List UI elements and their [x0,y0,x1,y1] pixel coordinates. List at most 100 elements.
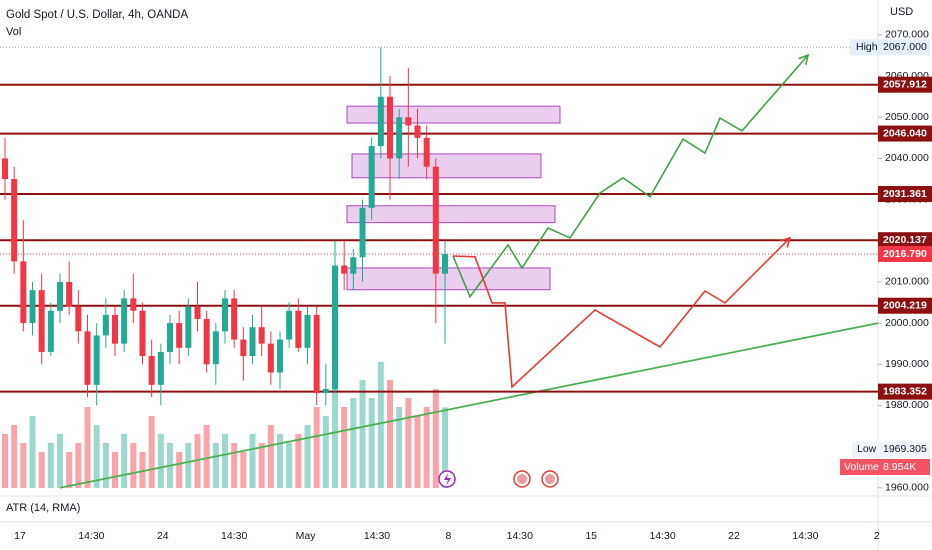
event-icon-glyph [545,474,555,484]
candle-body [295,310,302,348]
candle-body [423,137,430,167]
volume-bar [414,416,421,488]
y-tick-label: 1960.000 [885,482,929,494]
volume-bar [277,434,283,488]
x-tick-label: 24 [157,530,169,542]
volume-bar [249,434,256,488]
candle-body [313,314,320,394]
volume-bar [396,407,403,488]
projection-arrowhead [798,53,810,66]
volume-bar [341,407,348,488]
high-text: High [856,41,878,53]
y-tick-label: 2050.000 [885,111,929,123]
currency: USD [890,6,913,18]
level-tag [878,297,932,314]
candle-body [47,310,54,352]
candle-body [11,179,18,262]
volume-tag-text: Volume [844,461,879,473]
candle-body [258,327,265,344]
projection-path [452,237,791,389]
zone [346,205,556,224]
candle-body [29,290,36,324]
candle-body [93,335,100,385]
level-label: 2046.040 [883,127,927,139]
x-tick-label: 14:30 [792,530,818,542]
candle-body [2,158,8,180]
candle-body [396,117,403,159]
level-tag [878,232,932,249]
candle-body [249,327,256,357]
candle-body [414,125,421,138]
low-text: Low [857,443,877,455]
volume-bar [442,407,448,488]
volume-bar [304,425,311,488]
volume-bar [203,425,210,488]
volume-bar [176,452,183,488]
volume-bar [93,425,100,488]
candle-body [222,298,228,332]
candle-body [368,146,375,208]
x-tick-label: 8 [445,530,451,542]
candle-body [176,323,183,348]
candle-body [167,323,173,352]
volume-bar [2,434,8,488]
level-label: 2031.361 [883,188,927,200]
high-label: 2067.000 [883,41,927,53]
candle-body [432,166,439,274]
volume-bar [231,443,238,488]
last-price-tag [878,245,932,262]
volume-bar [432,389,439,488]
volume-bar [332,389,338,488]
x-tick-label: 17 [14,530,26,542]
volume-bar [66,452,73,488]
y-tick-label: 2040.000 [885,152,929,164]
candle-body [38,290,45,352]
volume-bar [57,434,63,488]
candle-body [139,310,146,357]
volume-bar [102,443,109,488]
volume-bar [11,425,18,488]
candle-body [359,207,366,258]
level-tag [878,383,932,400]
candle-body [322,388,329,394]
volume-tag-label: 8.954K [883,461,916,473]
volume-bar [240,452,247,488]
candle-body [341,265,348,274]
y-tick-label: 2070.000 [885,29,929,41]
volume-bar [258,443,265,488]
x-tick-label: 15 [585,530,597,542]
candle-body [350,257,357,274]
candle-body [157,351,164,385]
candle-body [185,306,192,348]
volume-bar [377,362,384,488]
volume-bar [212,443,219,488]
volume-bar [130,443,137,488]
chart-title: Gold Spot / U.S. Dollar, 4h, OANDA [6,9,188,21]
event-icon-glyph [517,474,527,484]
y-tick-label: 2000.000 [885,317,929,329]
volume-bar [185,443,192,488]
low-tag-bg [852,441,930,458]
candle-body [20,261,27,324]
volume-bar [267,425,274,488]
volume-bar [157,434,164,488]
y-tick-label: 2010.000 [885,276,929,288]
level-tag [878,185,932,202]
volume-bar [350,398,357,488]
volume-title: Vol [6,26,21,38]
x-tick-label: 14:30 [221,530,247,542]
level-label: 1983.352 [883,385,927,397]
candle-body [405,117,412,126]
candle-body [84,331,91,385]
candle-body [75,306,82,332]
level-label: 2020.137 [883,234,927,246]
volume-bar [112,452,118,488]
candle-body [57,281,63,311]
volume-bar [295,434,302,488]
level-tag [878,76,932,93]
candle-body [148,356,155,385]
level-label: 2057.912 [883,78,927,90]
candle-body [377,96,384,147]
candle-body [194,306,201,319]
